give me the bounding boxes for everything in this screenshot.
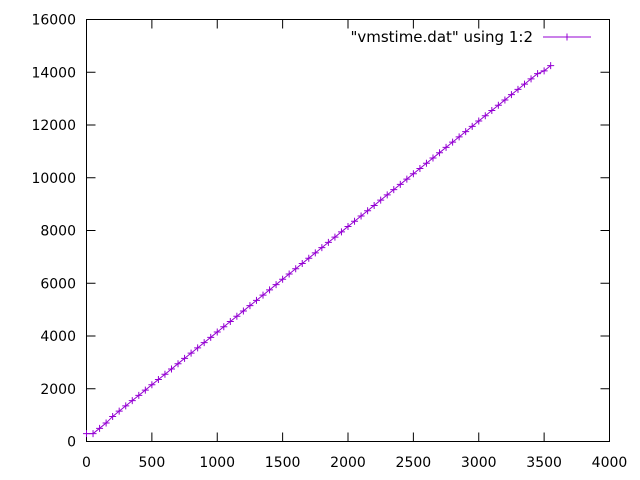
data-point: [148, 381, 156, 389]
x-tick-label: 4000: [592, 455, 628, 471]
data-point: [324, 238, 332, 246]
data-point: [377, 196, 385, 204]
data-point: [547, 62, 555, 70]
y-tick-label: 10000: [31, 171, 76, 187]
data-point: [285, 270, 293, 278]
data-point: [357, 212, 365, 220]
data-point: [455, 133, 463, 141]
data-point: [540, 67, 548, 75]
data-point: [200, 339, 208, 347]
data-point: [462, 128, 470, 136]
data-point: [370, 201, 378, 209]
data-point: [318, 244, 326, 252]
data-point: [416, 165, 424, 173]
data-point: [409, 170, 417, 178]
data-point: [141, 386, 149, 394]
data-point: [102, 419, 110, 427]
data-point: [259, 291, 267, 299]
x-tick-label: 1500: [265, 455, 301, 471]
data-point: [266, 286, 274, 294]
x-tick-label: 3500: [526, 455, 562, 471]
data-point: [213, 328, 221, 336]
legend: "vmstime.dat" using 1:2: [350, 28, 591, 46]
data-point: [154, 376, 162, 384]
series-layer: [83, 62, 555, 438]
data-point: [239, 307, 247, 315]
data-point: [337, 228, 345, 236]
data-point: [233, 312, 241, 320]
x-tick-label: 2500: [396, 455, 432, 471]
data-point: [167, 365, 175, 373]
legend-marker: [563, 33, 571, 41]
y-tick-label: 2000: [40, 382, 76, 398]
x-tick-label: 2000: [330, 455, 366, 471]
data-point: [292, 265, 300, 273]
data-point: [298, 259, 306, 267]
data-point: [514, 85, 522, 93]
data-point: [403, 175, 411, 183]
data-point: [109, 412, 117, 420]
y-axis: 0 2000 4000 6000 8000 10000 12000 14000 16000: [31, 13, 610, 451]
data-point: [488, 106, 496, 114]
data-point: [122, 402, 130, 410]
x-tick-label: 500: [139, 455, 166, 471]
data-point: [429, 154, 437, 162]
data-point: [181, 354, 189, 362]
y-tick-label: 6000: [40, 276, 76, 292]
data-point: [449, 138, 457, 146]
data-point: [115, 407, 123, 415]
x-axis: 0 500 1000 1500 2000 2500 3000 3500 4000: [82, 19, 628, 471]
y-tick-label: 0: [67, 435, 76, 451]
data-point: [507, 91, 515, 99]
series-line: [86, 65, 551, 435]
data-point: [527, 75, 535, 83]
x-tick-label: 1000: [199, 455, 235, 471]
data-point: [331, 233, 339, 241]
y-tick-label: 4000: [40, 329, 76, 345]
data-point: [252, 296, 260, 304]
data-point: [311, 249, 319, 257]
data-point: [436, 149, 444, 157]
data-point: [135, 391, 143, 399]
data-point: [246, 302, 254, 310]
data-point: [344, 223, 352, 231]
data-point: [396, 180, 404, 188]
data-point: [475, 117, 483, 125]
y-tick-label: 8000: [40, 224, 76, 240]
data-point: [194, 344, 202, 352]
legend-label: "vmstime.dat" using 1:2: [350, 28, 533, 46]
data-point: [534, 70, 542, 78]
data-point: [351, 217, 359, 225]
data-point: [279, 275, 287, 283]
data-point: [226, 317, 234, 325]
data-point: [305, 254, 313, 262]
data-point: [383, 191, 391, 199]
data-point: [390, 186, 398, 194]
data-point: [442, 143, 450, 151]
data-point: [128, 397, 136, 405]
y-tick-label: 12000: [31, 118, 76, 134]
data-point: [96, 424, 104, 432]
data-point: [272, 281, 280, 289]
x-tick-label: 0: [82, 455, 91, 471]
data-point: [364, 207, 372, 215]
data-point: [521, 80, 529, 88]
data-point: [187, 349, 195, 357]
data-point: [468, 122, 476, 130]
data-point: [220, 323, 228, 331]
data-point: [207, 333, 215, 341]
data-point: [83, 430, 90, 438]
y-tick-label: 14000: [31, 65, 76, 81]
data-point: [174, 360, 182, 368]
x-tick-label: 3000: [461, 455, 497, 471]
data-point: [161, 370, 169, 378]
data-point: [481, 112, 489, 120]
data-point: [494, 101, 502, 109]
y-tick-label: 16000: [31, 13, 76, 29]
data-point: [89, 430, 97, 438]
data-point: [422, 159, 430, 167]
data-point: [501, 96, 509, 104]
